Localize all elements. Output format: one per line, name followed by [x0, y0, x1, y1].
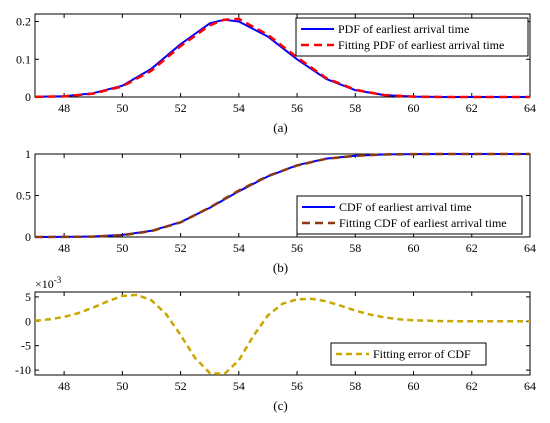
x-tick-label: 50 [116, 241, 128, 255]
panel-caption: (c) [273, 398, 287, 413]
plot-area-frame [34, 291, 531, 376]
x-tick-label: 58 [349, 379, 361, 393]
chart-panel-b: 48 50 52 54 56 58 60 62 64 0 0.5 1 CDF of earliest a… [16, 147, 536, 275]
x-tick-label: 62 [466, 241, 478, 255]
y-tick-label: 5 [25, 290, 31, 304]
x-tick-label: 50 [116, 379, 128, 393]
legend-label-1: Fitting CDF of earliest arrival time [339, 216, 507, 230]
legend-box [330, 342, 487, 366]
x-tick-label: 62 [466, 379, 478, 393]
plot-area-frame [34, 13, 531, 98]
legend-label-1: Fitting PDF of earliest arrival time [338, 38, 504, 52]
legend-label-0: PDF of earliest arrival time [338, 22, 469, 36]
series-line-0 [34, 293, 530, 376]
x-tick-label: 50 [116, 101, 128, 115]
x-tick-label: 48 [58, 241, 70, 255]
x-tick-label: 60 [408, 101, 420, 115]
x-tick-label: 54 [233, 241, 245, 255]
x-tick-label: 48 [58, 101, 70, 115]
x-tick-label: 64 [524, 241, 536, 255]
x-tick-label: 52 [175, 241, 187, 255]
legend-box [295, 17, 529, 57]
y-tick-label: 0.5 [16, 189, 31, 203]
x-tick-label: 52 [175, 379, 187, 393]
panel-caption: (a) [273, 120, 287, 135]
y-tick-label: 0 [25, 314, 31, 328]
x-tick-label: 56 [291, 379, 303, 393]
x-tick-label: 58 [349, 241, 361, 255]
y-tick-label: 1 [25, 147, 31, 161]
chart-panel-c: 48 50 52 54 56 58 60 62 64 -10 -5 0 5 ×10-3 Fitting er… [15, 275, 536, 413]
x-tick-label: 58 [349, 101, 361, 115]
legend-box [296, 195, 523, 235]
legend-label-0: CDF of earliest arrival time [339, 200, 472, 214]
legend-label-0: Fitting error of CDF [373, 347, 471, 361]
x-tick-label: 60 [408, 241, 420, 255]
x-tick-label: 64 [524, 101, 536, 115]
panel-caption: (b) [273, 260, 288, 275]
y-exponent-label: ×10-3 [35, 275, 62, 291]
y-tick-label: 0 [25, 90, 31, 104]
series-line-0 [34, 18, 530, 98]
x-tick-label: 64 [524, 379, 536, 393]
x-tick-label: 54 [233, 101, 245, 115]
y-exponent-power: -3 [54, 275, 62, 285]
y-tick-label: -10 [15, 363, 31, 377]
x-tick-label: 56 [291, 241, 303, 255]
x-tick-label: 62 [466, 101, 478, 115]
x-tick-label: 54 [233, 379, 245, 393]
x-tick-label: 56 [291, 101, 303, 115]
y-tick-label: -5 [21, 339, 31, 353]
y-tick-label: 0.1 [16, 52, 31, 66]
x-tick-label: 52 [175, 101, 187, 115]
chart-panel-a: 48 50 52 54 56 58 60 62 64 0 0.1 0.2 PDF of earliest… [16, 13, 536, 135]
x-tick-label: 60 [408, 379, 420, 393]
x-tick-label: 48 [58, 379, 70, 393]
y-tick-label: 0.2 [16, 15, 31, 29]
y-tick-label: 0 [25, 230, 31, 244]
series-line-1 [34, 152, 530, 239]
